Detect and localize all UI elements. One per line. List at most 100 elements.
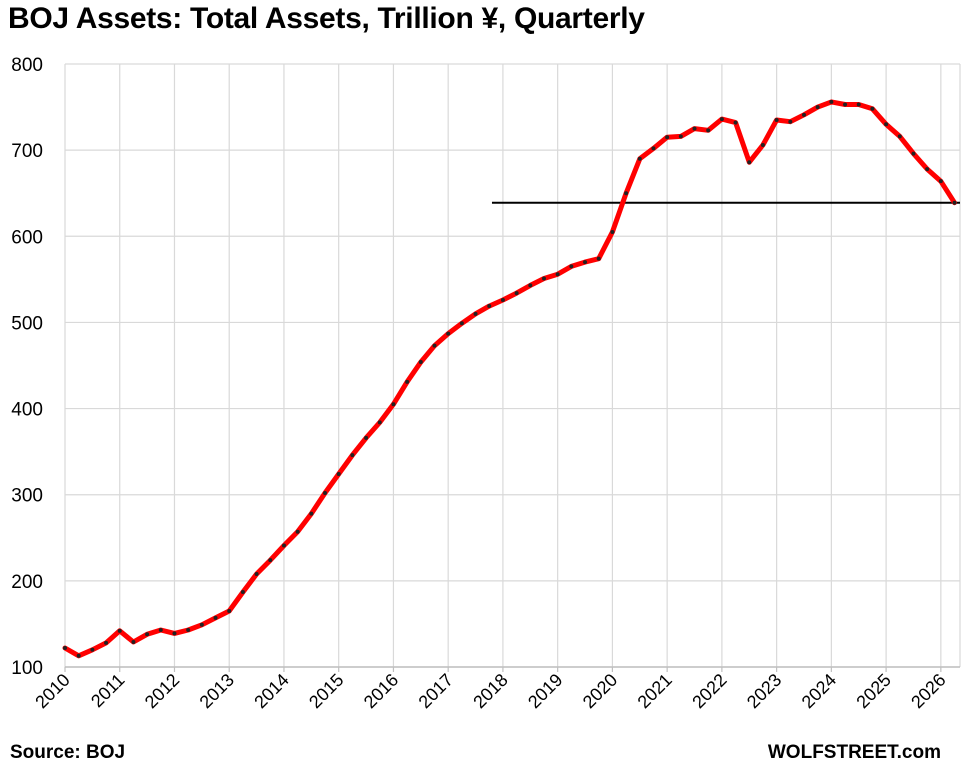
x-tick-label: 2015 [305, 670, 347, 712]
data-point [829, 99, 834, 104]
data-point [514, 291, 519, 296]
x-tick-label: 2019 [524, 670, 566, 712]
data-point [76, 653, 81, 658]
data-point [391, 402, 396, 407]
data-point [843, 102, 848, 107]
data-point [117, 628, 122, 633]
data-point [186, 627, 191, 632]
y-tick-label: 400 [11, 400, 43, 421]
data-point [227, 609, 232, 614]
data-point [733, 120, 738, 125]
data-point [487, 304, 492, 309]
data-point [199, 622, 204, 627]
data-point [596, 256, 601, 261]
data-point [747, 160, 752, 165]
data-point [418, 360, 423, 365]
x-tick-label: 2023 [743, 670, 785, 712]
y-tick-label: 300 [11, 486, 43, 507]
y-tick-label: 200 [11, 572, 43, 593]
data-point [897, 134, 902, 139]
data-point [405, 379, 410, 384]
axes [64, 666, 960, 672]
x-tick-label: 2025 [852, 670, 894, 712]
data-point [870, 106, 875, 111]
data-point [90, 647, 95, 652]
y-tick-label: 600 [11, 227, 43, 248]
x-tick-label: 2026 [907, 670, 949, 712]
data-point [158, 627, 163, 632]
data-point [665, 135, 670, 140]
y-tick-label: 800 [11, 55, 43, 76]
x-tick-label: 2011 [87, 670, 129, 712]
data-point [624, 191, 629, 196]
y-tick-label: 700 [11, 141, 43, 162]
chart-title: BOJ Assets: Total Assets, Trillion ¥, Qu… [8, 2, 645, 35]
data-point [281, 543, 286, 548]
data-point [213, 615, 218, 620]
data-point [309, 511, 314, 516]
data-point [555, 272, 560, 277]
data-point [295, 529, 300, 534]
data-point [610, 229, 615, 234]
data-point [336, 472, 341, 477]
data-point [569, 264, 574, 269]
x-tick-label: 2024 [798, 670, 840, 712]
data-point [706, 128, 711, 133]
data-point [911, 151, 916, 156]
data-point [925, 167, 930, 172]
data-point [774, 117, 779, 122]
data-point [884, 122, 889, 127]
data-point [350, 453, 355, 458]
data-point [719, 117, 724, 122]
data-point [268, 558, 273, 563]
data-point [541, 276, 546, 281]
data-point [364, 435, 369, 440]
source-label: Source: BOJ [10, 742, 126, 763]
x-tick-label: 2018 [469, 670, 511, 712]
data-point [528, 283, 533, 288]
data-point [788, 119, 793, 124]
data-point [240, 590, 245, 595]
series-line [62, 99, 957, 659]
y-tick-label: 500 [11, 313, 43, 334]
data-point [172, 631, 177, 636]
data-point [131, 640, 136, 645]
x-tick-label: 2013 [196, 670, 238, 712]
x-tick-labels: 2010 2011 2012 2013 2014 2015 2016 2017 2018 2019… [31, 670, 949, 712]
data-point [323, 490, 328, 495]
data-point [63, 646, 67, 651]
data-point [801, 112, 806, 117]
data-point [432, 343, 437, 348]
data-point [692, 126, 697, 131]
data-point [254, 571, 259, 576]
y-tick-labels: 100 200 300 400 500 600 700 800 [11, 55, 43, 679]
data-point [760, 142, 765, 147]
x-tick-label: 2021 [634, 670, 676, 712]
data-point [856, 102, 861, 107]
data-point [938, 179, 943, 184]
brand-label: WOLFSTREET.com [767, 742, 941, 763]
x-tick-label: 2017 [415, 670, 457, 712]
x-tick-label: 2022 [688, 670, 730, 712]
data-point [459, 321, 464, 326]
data-point [145, 632, 150, 637]
x-tick-label: 2014 [250, 670, 292, 712]
series-group [62, 99, 957, 659]
data-point [637, 156, 642, 161]
data-point [473, 311, 478, 316]
x-tick-label: 2012 [141, 670, 183, 712]
x-tick-label: 2020 [579, 670, 621, 712]
x-tick-label: 2016 [360, 670, 402, 712]
data-point [446, 331, 451, 336]
data-point [104, 640, 109, 645]
data-point [583, 260, 588, 265]
data-point [815, 105, 820, 110]
y-tick-label: 100 [11, 658, 43, 679]
data-point [678, 134, 683, 139]
data-point [377, 420, 382, 425]
data-point [651, 146, 656, 151]
data-point [500, 298, 505, 303]
data-point [952, 200, 957, 205]
grid [64, 63, 961, 668]
